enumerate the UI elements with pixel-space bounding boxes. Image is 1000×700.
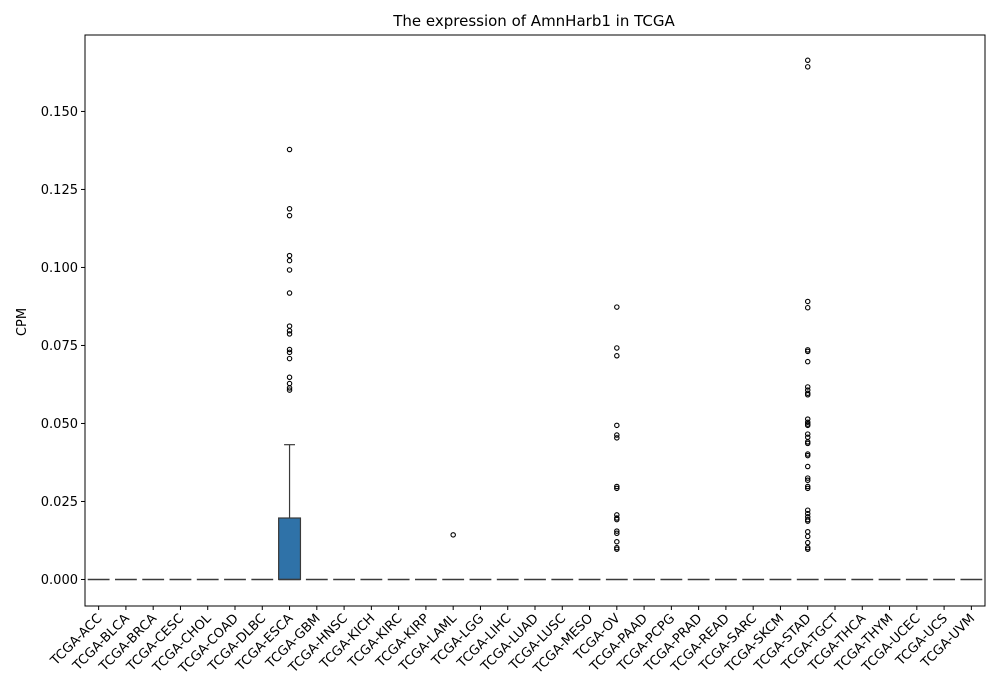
outlier-point xyxy=(286,387,293,393)
y-tick-label: 0.125 xyxy=(41,183,78,198)
outlier-point xyxy=(286,146,293,153)
outlier-point xyxy=(804,422,811,429)
y-tick-label: 0.025 xyxy=(41,495,78,510)
outlier-point xyxy=(804,434,811,440)
outlier-point xyxy=(614,304,620,310)
outlier-point xyxy=(286,212,293,219)
outlier-point xyxy=(286,252,293,259)
outlier-point xyxy=(614,546,620,552)
outlier-point xyxy=(804,539,811,546)
box-tcga-laml xyxy=(442,532,465,581)
outlier-point xyxy=(614,353,620,359)
outlier-point xyxy=(804,298,811,305)
outlier-point xyxy=(286,206,293,212)
box-tcga-ov xyxy=(605,304,628,581)
outlier-point xyxy=(450,532,456,538)
outlier-point xyxy=(804,304,811,311)
y-tick-label: 0.100 xyxy=(41,261,78,276)
box-tcga-esca xyxy=(278,146,302,581)
outlier-point xyxy=(804,57,811,64)
outlier-point xyxy=(804,528,811,535)
outlier-point xyxy=(804,358,811,365)
outlier-point xyxy=(804,431,811,437)
outlier-point xyxy=(286,374,293,381)
outlier-point xyxy=(804,452,811,459)
outlier-point xyxy=(614,485,620,492)
outlier-point xyxy=(614,432,620,438)
outlier-point xyxy=(286,328,293,334)
outlier-point xyxy=(614,530,620,537)
y-tick-label: 0.050 xyxy=(41,417,78,432)
outlier-point xyxy=(804,483,811,490)
outlier-point xyxy=(286,331,293,337)
outlier-point xyxy=(286,323,293,329)
outlier-point xyxy=(804,546,811,552)
outlier-point xyxy=(804,507,811,513)
outlier-point xyxy=(614,483,620,490)
outlier-point xyxy=(804,485,811,492)
y-tick-label: 0.150 xyxy=(41,105,78,120)
outlier-point xyxy=(804,475,811,481)
outlier-point xyxy=(804,416,811,422)
y-tick-label: 0.000 xyxy=(41,573,78,588)
outlier-point xyxy=(804,440,811,447)
outlier-point xyxy=(286,346,293,353)
outlier-point xyxy=(804,533,811,540)
outlier-point xyxy=(286,267,293,273)
y-tick-label: 0.075 xyxy=(41,339,78,354)
chart-title: The expression of AmnHarb1 in TCGA xyxy=(392,12,675,30)
outlier-point xyxy=(804,518,811,524)
outlier-point xyxy=(804,463,811,470)
outlier-point xyxy=(804,419,811,425)
outlier-point xyxy=(614,422,620,429)
box-tcga-stad xyxy=(796,57,819,581)
outlier-point xyxy=(804,510,811,517)
outlier-point xyxy=(286,290,293,296)
plot-frame xyxy=(84,34,986,607)
outlier-point xyxy=(286,385,293,391)
box-iqr xyxy=(278,517,302,581)
outlier-point xyxy=(804,392,811,398)
outlier-point xyxy=(286,355,293,362)
y-axis: 0.000 0.025 0.050 0.075 0.100 0.125 0.150 xyxy=(41,105,85,588)
plot-area xyxy=(87,57,983,581)
x-axis: TCGA-ACCTCGA-BLCATCGA-BRCATCGA-CESCTCGA-… xyxy=(47,606,978,677)
outlier-point xyxy=(286,349,293,356)
outlier-point xyxy=(614,435,620,441)
outlier-point xyxy=(286,257,293,264)
outlier-point xyxy=(614,516,620,523)
outlier-point xyxy=(614,345,620,351)
outlier-point xyxy=(804,477,811,484)
outlier-point xyxy=(286,380,293,387)
y-axis-label: CPM xyxy=(15,308,30,336)
outlier-point xyxy=(614,538,620,545)
outlier-point xyxy=(804,64,811,70)
outlier-point xyxy=(804,384,811,390)
outlier-point xyxy=(804,348,811,355)
outlier-point xyxy=(614,528,620,534)
